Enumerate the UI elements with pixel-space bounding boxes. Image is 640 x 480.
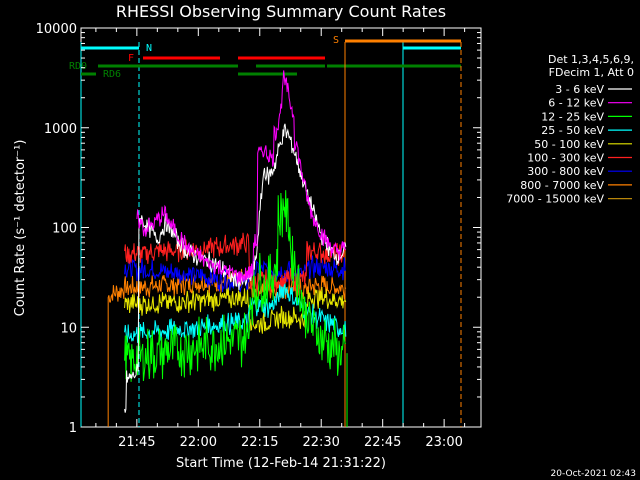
series-line-100-300-kev xyxy=(124,232,346,294)
x-tick-label: 23:00 xyxy=(425,435,462,450)
x-axis-label: Start Time (12-Feb-14 21:31:22) xyxy=(176,456,386,471)
legend-label: 7000 - 15000 keV xyxy=(506,193,604,206)
legend-label: 50 - 100 keV xyxy=(534,138,604,151)
series-line-50-100-kev xyxy=(124,286,347,334)
legend-header-line: FDecim 1, Att 0 xyxy=(549,66,634,79)
y-axis: 1 10 100 1000 10000 xyxy=(36,22,481,436)
flag-label-s: S xyxy=(333,35,339,46)
legend-label: 800 - 7000 keV xyxy=(520,179,604,192)
y-tick-label: 10 xyxy=(60,321,77,336)
legend-label: 300 - 800 keV xyxy=(527,165,604,178)
flag-label-f: F xyxy=(128,53,134,64)
flag-label-rd6: RD6 xyxy=(103,69,121,80)
x-tick-label: 22:00 xyxy=(180,435,217,450)
legend-header-line: Det 1,3,4,5,6,9, xyxy=(548,53,634,66)
y-tick-label: 100 xyxy=(52,222,77,237)
legend: Det 1,3,4,5,6,9,FDecim 1, Att 0 3 - 6 keV… xyxy=(506,53,634,206)
annotation-bars: N F RD0 RD6 S xyxy=(69,35,462,427)
flag-label-n: N xyxy=(146,43,152,54)
legend-label: 25 - 50 keV xyxy=(541,124,604,137)
chart-title: RHESSI Observing Summary Count Rates xyxy=(116,2,446,21)
x-axis: 21:45 22:00 22:15 22:30 22:45 23:00 xyxy=(95,28,466,450)
y-axis-label: Count Rate (s⁻¹ detector⁻¹) xyxy=(13,140,28,317)
legend-label: 6 - 12 keV xyxy=(548,97,604,110)
x-tick-label: 22:45 xyxy=(364,435,401,450)
flag-label-rd0: RD0 xyxy=(69,61,87,72)
legend-label: 3 - 6 keV xyxy=(555,83,604,96)
footer-timestamp: 20-Oct-2021 02:43 xyxy=(551,469,636,479)
x-tick-label: 21:45 xyxy=(118,435,155,450)
x-tick-label: 22:15 xyxy=(241,435,278,450)
series-line-6-12-kev xyxy=(136,70,347,284)
series-line-12-25-kev xyxy=(124,190,347,382)
y-tick-label: 10000 xyxy=(36,22,77,37)
series-layer xyxy=(107,70,348,427)
legend-label: 12 - 25 keV xyxy=(541,110,604,123)
y-tick-label: 1 xyxy=(69,421,77,436)
x-tick-label: 22:30 xyxy=(302,435,339,450)
y-tick-label: 1000 xyxy=(44,122,77,137)
legend-label: 100 - 300 keV xyxy=(527,152,604,165)
series-line-800-7000-kev xyxy=(107,268,347,303)
